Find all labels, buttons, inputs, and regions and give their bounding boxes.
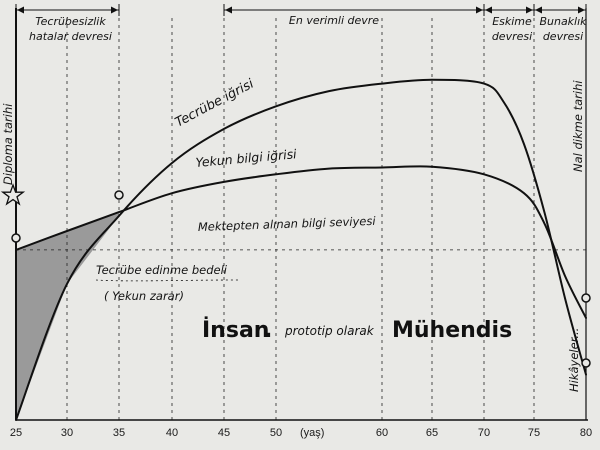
- period-arrowhead: [476, 6, 483, 14]
- period-arrowhead: [578, 6, 585, 14]
- period-label-line2: devresi: [492, 30, 532, 43]
- experience-curve-label: Tecrübe iğrisi: [173, 76, 257, 130]
- cost-leader-line: [95, 279, 239, 282]
- x-tick-label: 60: [376, 427, 388, 439]
- period-label-line2: devresi: [543, 30, 583, 43]
- human-label: İnsan: [202, 317, 269, 343]
- period-arrowhead: [111, 6, 118, 14]
- stories-label: Hikâyeler...: [567, 328, 581, 392]
- x-tick-label: 65: [426, 427, 438, 439]
- nal-date-label: Nal dikme tarihi: [571, 80, 585, 172]
- period-arrowhead: [535, 6, 542, 14]
- x-tick-label: 50: [270, 427, 282, 439]
- period-label: Eskime: [492, 15, 532, 28]
- experience-cost-area: [16, 212, 119, 420]
- x-tick-label: 25: [10, 427, 22, 439]
- end-marker-knowledge: [581, 358, 591, 368]
- total-knowledge-curve: [15, 165, 587, 319]
- school-knowledge-label: Mektepten alınan bilgi seviyesi: [198, 214, 377, 234]
- x-tick-label: 75: [528, 427, 540, 439]
- x-tick-label: 80: [580, 427, 592, 439]
- x-tick-label: 40: [166, 427, 178, 439]
- x-tick-labels: 25 30 35 40 45 50 60 65 70 75 80: [10, 427, 592, 439]
- diploma-date-label: Diploma tarihi: [1, 103, 15, 185]
- prototype-label: prototip olarak: [284, 324, 375, 338]
- total-knowledge-curve-label: Yekun bilgi iğrisi: [195, 146, 298, 170]
- period-label: Bunaklık: [539, 15, 587, 28]
- x-tick-label: 45: [218, 427, 230, 439]
- period-arrowhead: [17, 6, 24, 14]
- diploma-star-icon: [0, 183, 26, 206]
- period-label-line2: hatalar devresi: [29, 30, 112, 43]
- x-axis-label: (yaş): [300, 427, 324, 439]
- intersection-marker: [114, 190, 124, 200]
- end-marker-experience: [581, 293, 591, 303]
- period-label: Tecrübesizlik: [35, 15, 106, 28]
- period-arrows: Tecrübesizlik hatalar devresi En verimli d…: [15, 4, 587, 43]
- x-tick-label: 30: [61, 427, 73, 439]
- experience-curve: [15, 78, 587, 421]
- x-tick-label: 70: [478, 427, 490, 439]
- experience-cost-label: Tecrübe edinme bedeli: [96, 263, 228, 277]
- vertical-grid: [66, 8, 587, 420]
- start-marker: [11, 233, 21, 243]
- x-tick-label: 35: [113, 427, 125, 439]
- engineer-label: Mühendis: [392, 318, 512, 343]
- total-loss-label: ( Yekun zarar): [104, 289, 184, 303]
- period-arrowhead: [485, 6, 492, 14]
- period-arrowhead: [526, 6, 533, 14]
- period-label: En verimli devre: [289, 14, 379, 27]
- human-dot: .: [264, 318, 272, 343]
- period-arrowhead: [225, 6, 232, 14]
